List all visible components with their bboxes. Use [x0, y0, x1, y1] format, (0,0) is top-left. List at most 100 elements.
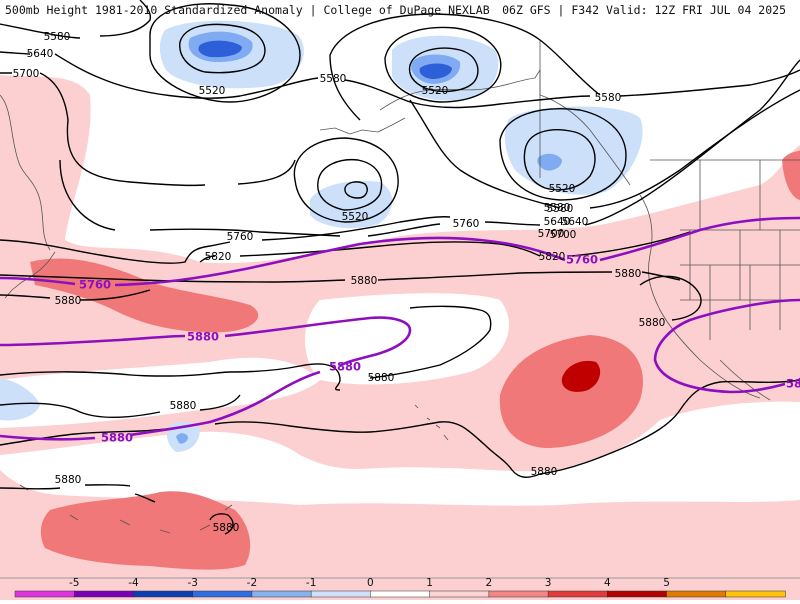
contour-label: 5640	[27, 48, 54, 60]
contour-label: 5580	[544, 202, 571, 214]
negative-anomaly-region	[0, 378, 40, 421]
positive-anomaly-region	[30, 258, 259, 333]
colorbar-tick-label: -1	[306, 577, 316, 589]
climatology-label: 5760	[566, 253, 598, 267]
positive-anomaly-region	[40, 491, 251, 570]
state-borders	[680, 229, 800, 340]
colorbar-segments	[14, 590, 786, 598]
west-coast-coastline	[639, 194, 761, 399]
colorbar-swatch	[725, 590, 786, 598]
climatology-contour	[653, 298, 800, 394]
contour-line	[209, 513, 234, 535]
contour-label: 5880	[531, 466, 558, 478]
pacific-islands	[19, 484, 233, 534]
contour-label: 5580	[547, 203, 574, 215]
contour-label: 5880	[639, 317, 666, 329]
colorbar-tick-label: 5	[663, 577, 670, 589]
climatology-label: 58	[786, 377, 800, 391]
contour-line	[0, 0, 152, 39]
contour-line	[0, 51, 800, 109]
contour-line	[408, 47, 479, 93]
colorbar-swatch	[370, 590, 431, 598]
colorbar-tick-label: -2	[247, 577, 257, 589]
climatology-contour	[0, 216, 800, 287]
contour-line	[0, 216, 451, 264]
anomaly-shading	[0, 20, 800, 600]
contour-line	[0, 289, 151, 301]
climatology-label: 5880	[187, 330, 219, 344]
contour-label: 5580	[44, 31, 71, 43]
model-run-info: 06Z GFS | F342 Valid: 12Z FRI JUL 04 202…	[502, 3, 786, 17]
climatology-label: 5880	[329, 360, 361, 374]
contour-label: 5520	[549, 183, 576, 195]
negative-anomaly-region	[537, 153, 562, 171]
negative-anomaly-core	[419, 63, 452, 79]
contour-line	[344, 181, 368, 199]
aleutian-islands	[319, 117, 406, 135]
contour-label: 5880	[55, 295, 82, 307]
contour-line	[0, 305, 492, 391]
contour-label: 5760	[453, 218, 480, 230]
contour-label: 5520	[422, 85, 449, 97]
contour-line	[59, 59, 800, 237]
contour-line	[317, 158, 383, 211]
colorbar-tick-label: 4	[604, 577, 611, 589]
contour-line	[329, 13, 601, 121]
positive-anomaly-region	[782, 150, 800, 200]
contour-label: 5700	[538, 228, 565, 240]
colorbar-ticks: -5 -4 -3 -2 -1 0 1 2 3 4 5	[69, 577, 670, 589]
contour-label: 5760	[227, 231, 254, 243]
contour-label: 5520	[342, 211, 369, 223]
colorbar-tick-label: -5	[69, 577, 79, 589]
colorbar-swatch	[192, 590, 253, 598]
contour-line	[149, 3, 301, 103]
contour-label: 5880	[615, 268, 642, 280]
contour-line	[199, 231, 691, 263]
contour-label: 5880	[368, 372, 395, 384]
colorbar-swatch	[73, 590, 135, 598]
contour-line	[523, 129, 596, 191]
negative-anomaly-region	[176, 433, 188, 444]
colorbar-tick-label: 3	[545, 577, 552, 589]
colorbar-swatch	[429, 590, 490, 598]
climatology-label-layer: 5760 5880 5880 5880 5760 58	[79, 253, 800, 445]
contour-line	[0, 72, 296, 187]
contour-line	[179, 23, 266, 74]
canada-provinces	[650, 159, 800, 230]
colorbar-swatch	[607, 590, 668, 598]
contour-line	[409, 89, 800, 209]
contour-label: 5820	[539, 251, 566, 263]
colorbar-swatch	[251, 590, 312, 598]
colorbar-tick-label: -3	[187, 577, 197, 589]
contour-label: 5820	[205, 251, 232, 263]
negative-anomaly-region	[310, 180, 393, 229]
neutral-region	[0, 357, 320, 428]
contour-label: 5700	[13, 68, 40, 80]
strong-positive-anomaly-region	[561, 360, 601, 392]
contour-line	[639, 275, 702, 321]
colorbar-tick-label: 0	[367, 577, 374, 589]
contour-line	[384, 26, 502, 103]
contour-label: 5520	[199, 85, 226, 97]
climatology-label: 5760	[79, 278, 111, 292]
colorbar-tick-label: 1	[426, 577, 433, 589]
colorbar-swatch	[133, 590, 194, 598]
map-title: 500mb Height 1981-2010 Standardized Anom…	[5, 3, 490, 17]
geographic-boundaries	[0, 40, 800, 534]
positive-anomaly-region	[499, 335, 643, 448]
contour-line	[0, 394, 241, 418]
contour-line	[0, 484, 156, 503]
climatology-label: 5880	[101, 431, 133, 445]
climatology-contour	[0, 316, 412, 441]
contour-label: 5700	[550, 229, 577, 241]
hawaii-islands	[414, 404, 449, 441]
contour-line	[293, 137, 399, 223]
contour-label: 5580	[595, 92, 622, 104]
contour-label: 5580	[320, 73, 347, 85]
alaska-coastline	[379, 68, 631, 186]
colorbar: -5 -4 -3 -2 -1 0 1 2 3 4 5	[0, 577, 800, 598]
climatology-lines	[0, 216, 800, 441]
colorbar-swatch	[488, 590, 549, 598]
